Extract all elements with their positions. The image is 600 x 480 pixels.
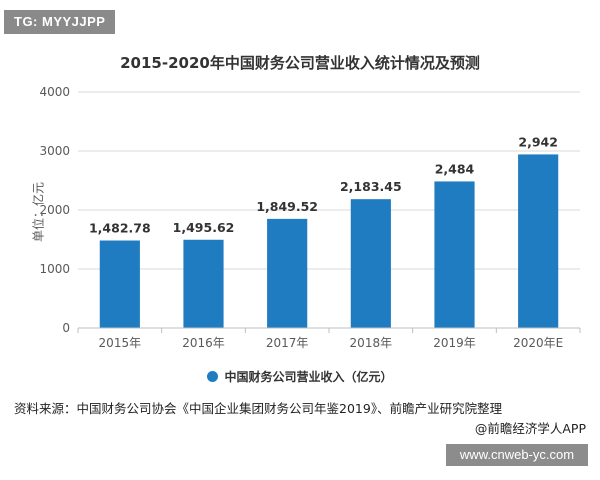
legend-label: 中国财务公司营业收入（亿元）	[224, 370, 393, 384]
gridlines	[78, 91, 580, 270]
y-tick-label: 3000	[39, 144, 70, 158]
x-tick-label: 2019年	[433, 336, 476, 350]
bars: 1,482.78 1,495.62 1,849.52 2,183.45 2,484 2,9…	[89, 134, 559, 328]
y-tick-label: 0	[62, 321, 70, 335]
y-tick-label: 1000	[39, 262, 70, 276]
bar	[267, 218, 308, 328]
bar	[183, 239, 224, 328]
data-label: 2,484	[435, 161, 475, 176]
bar	[434, 181, 475, 328]
x-tick-label: 2017年	[266, 336, 309, 350]
watermark-tag: TG: MYYJJPP	[4, 10, 116, 34]
source-note: 资料来源：中国财务公司协会《中国企业集团财务公司年鉴2019》、前瞻产业研究院整…	[14, 401, 503, 416]
website-watermark: www.cnweb-yc.com	[446, 444, 588, 466]
data-label: 1,849.52	[256, 199, 318, 214]
y-tick-label: 4000	[39, 85, 70, 99]
bar	[99, 240, 140, 328]
x-tick-label: 2016年	[182, 336, 225, 350]
axes: 0 1000 2000 3000 4000 2015年 2016年 2017年 2018年 201…	[39, 85, 581, 350]
bar	[350, 199, 391, 328]
data-label: 1,495.62	[173, 220, 235, 235]
legend: 中国财务公司营业收入（亿元）	[0, 368, 600, 385]
x-tick-label: 2015年	[99, 336, 142, 350]
data-label: 2,942	[518, 134, 558, 149]
x-tick-label: 2020年E	[513, 336, 563, 350]
legend-marker	[207, 371, 219, 382]
data-label: 2,183.45	[340, 179, 402, 194]
y-tick-label: 2000	[39, 203, 70, 217]
credit-note: @前瞻经济学人APP	[474, 421, 586, 436]
data-label: 1,482.78	[89, 221, 151, 236]
chart-title: 2015-2020年中国财务公司营业收入统计情况及预测	[120, 54, 480, 72]
x-tick-label: 2018年	[350, 336, 393, 350]
bar	[518, 154, 559, 328]
